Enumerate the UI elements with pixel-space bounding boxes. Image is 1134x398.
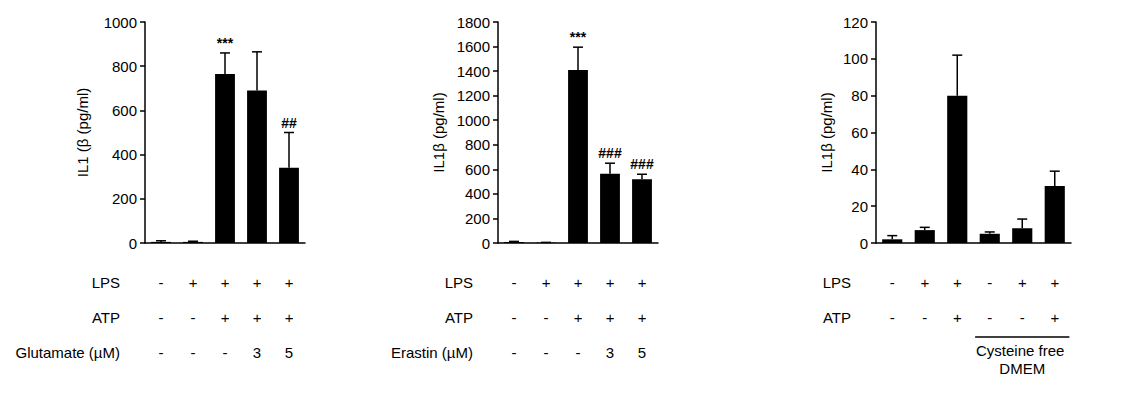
svg-text:-: - [159,344,164,361]
svg-text:+: + [221,309,230,326]
svg-text:-: - [987,309,992,326]
svg-text:LPS: LPS [823,274,851,291]
svg-text:-: - [191,309,196,326]
svg-text:+: + [253,309,262,326]
svg-text:IL1β (pg/ml): IL1β (pg/ml) [818,92,835,172]
svg-text:-: - [191,344,196,361]
svg-text:0: 0 [129,235,137,252]
svg-text:+: + [189,274,198,291]
svg-text:400: 400 [465,185,490,202]
svg-text:-: - [544,344,549,361]
svg-text:Glutamate (µM): Glutamate (µM) [16,344,121,361]
svg-text:+: + [953,309,962,326]
svg-text:800: 800 [465,136,490,153]
svg-text:1200: 1200 [457,87,490,104]
svg-text:+: + [1018,274,1027,291]
svg-text:ATP: ATP [823,309,851,326]
svg-text:LPS: LPS [445,274,473,291]
svg-text:3: 3 [606,344,614,361]
svg-text:+: + [638,274,647,291]
svg-text:Cysteine free: Cysteine free [976,342,1069,359]
svg-text:-: - [1020,309,1025,326]
svg-text:-: - [159,309,164,326]
svg-text:+: + [221,274,230,291]
svg-text:-: - [512,309,517,326]
svg-text:-: - [512,274,517,291]
svg-text:-: - [512,344,517,361]
svg-text:400: 400 [112,146,137,163]
svg-text:-: - [223,344,228,361]
svg-text:+: + [920,274,929,291]
svg-text:***: *** [570,29,587,45]
svg-text:40: 40 [851,161,868,178]
svg-text:-: - [890,274,895,291]
svg-text:60: 60 [851,124,868,141]
svg-text:0: 0 [860,235,868,252]
svg-text:-: - [544,309,549,326]
svg-text:IL1 (β (pg/ml): IL1 (β (pg/ml) [74,88,91,177]
svg-text:+: + [953,274,962,291]
svg-text:1800: 1800 [457,14,490,31]
svg-text:-: - [987,274,992,291]
svg-text:200: 200 [112,190,137,207]
svg-text:-: - [890,309,895,326]
svg-text:800: 800 [112,58,137,75]
svg-text:20: 20 [851,198,868,215]
svg-text:100: 100 [843,50,868,67]
svg-text:-: - [576,344,581,361]
svg-text:###: ### [598,145,622,161]
svg-text:Erastin (µM): Erastin (µM) [391,344,473,361]
svg-text:5: 5 [638,344,646,361]
svg-text:3: 3 [253,344,261,361]
svg-text:600: 600 [465,161,490,178]
svg-text:ATP: ATP [92,309,120,326]
svg-text:1400: 1400 [457,63,490,80]
svg-text:+: + [606,309,615,326]
svg-text:IL1β (pg/ml): IL1β (pg/ml) [430,92,447,172]
svg-text:120: 120 [843,14,868,31]
svg-text:0: 0 [482,235,490,252]
svg-text:200: 200 [465,210,490,227]
svg-text:+: + [285,309,294,326]
svg-text:+: + [1050,309,1059,326]
svg-text:+: + [574,274,583,291]
svg-text:-: - [159,274,164,291]
svg-text:80: 80 [851,87,868,104]
svg-text:+: + [253,274,262,291]
svg-text:600: 600 [112,102,137,119]
svg-text:+: + [542,274,551,291]
svg-text:***: *** [217,35,234,51]
svg-text:+: + [638,309,647,326]
svg-text:1000: 1000 [104,14,137,31]
svg-text:+: + [1050,274,1059,291]
svg-text:ATP: ATP [445,309,473,326]
svg-text:1600: 1600 [457,38,490,55]
svg-text:+: + [574,309,583,326]
svg-text:##: ## [281,115,297,131]
svg-text:DMEM: DMEM [999,360,1045,377]
svg-text:-: - [922,309,927,326]
svg-text:+: + [606,274,615,291]
svg-text:1000: 1000 [457,112,490,129]
svg-text:+: + [285,274,294,291]
svg-text:5: 5 [285,344,293,361]
svg-text:###: ### [630,156,654,172]
svg-text:LPS: LPS [92,274,120,291]
